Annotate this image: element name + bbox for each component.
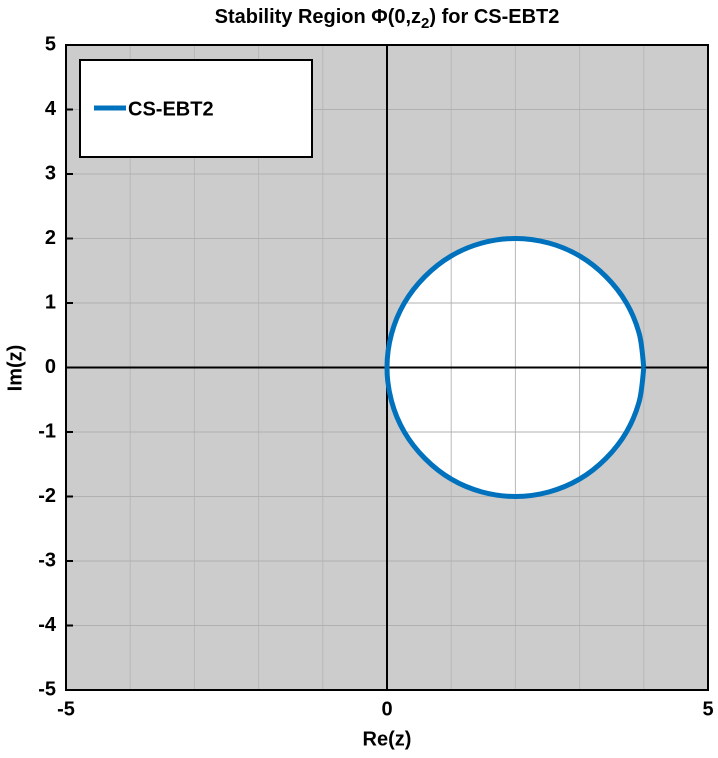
y-tick-label: 5	[45, 33, 56, 55]
title-part: ) for CS-EBT2	[429, 6, 559, 28]
x-tick-label: -5	[57, 698, 75, 720]
y-tick-label: 0	[45, 356, 56, 378]
y-axis-label: Im(z)	[4, 345, 26, 392]
y-tick-label: 3	[45, 162, 56, 184]
y-tick-label: -5	[38, 678, 56, 700]
y-tick-label: 4	[45, 98, 57, 120]
y-tick-label: -1	[38, 420, 56, 442]
title-subscript: 2	[421, 15, 429, 32]
y-tick-label: -3	[38, 549, 56, 571]
y-tick-label: 1	[45, 291, 56, 313]
y-tick-label: 2	[45, 227, 56, 249]
title-part: Stability Region Φ(0,z	[215, 6, 421, 28]
x-tick-label: 0	[381, 698, 392, 720]
x-tick-label: 5	[702, 698, 713, 720]
y-tick-label: -2	[38, 485, 56, 507]
legend-label: CS-EBT2	[128, 98, 214, 120]
y-tick-label: -4	[38, 614, 57, 636]
boundary-line	[384, 235, 647, 500]
chart-title: Stability Region Φ(0,z2) for CS-EBT2	[215, 6, 560, 32]
x-axis-label: Re(z)	[363, 728, 412, 750]
